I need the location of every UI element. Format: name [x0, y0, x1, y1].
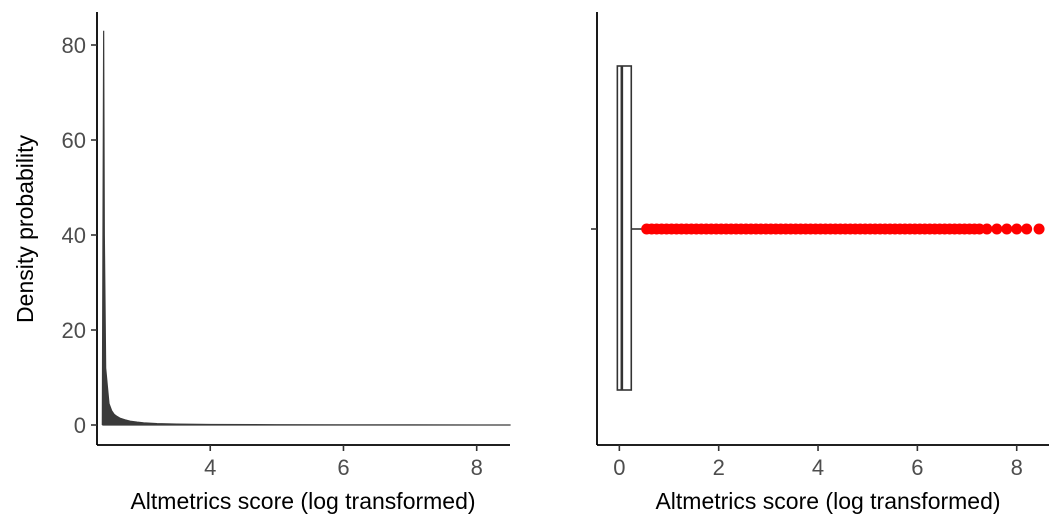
left-x-axis-title: Altmetrics score (log transformed) [130, 488, 475, 514]
outlier-point [1001, 223, 1013, 235]
left-y-tick-label: 40 [62, 223, 86, 248]
box-rect [616, 65, 633, 391]
left-x-tick-label: 8 [471, 455, 483, 480]
left-x-tick-label: 6 [337, 455, 349, 480]
right-ticks: 0 2 4 6 8 [613, 445, 1023, 480]
left-y-axis-title: Density probability [12, 135, 38, 323]
left-y-tick-label: 20 [62, 318, 86, 343]
right-x-tick-label: 4 [812, 455, 824, 480]
left-x-tick-label: 4 [204, 455, 216, 480]
density-panel: 0 20 40 60 80 4 6 8 Altmetrics score (log trans… [12, 12, 511, 514]
outlier-point [991, 223, 1003, 235]
left-y-tick-label: 60 [62, 128, 86, 153]
boxplot-panel: 0 2 4 6 8 Altmetrics score (log transformed) [591, 12, 1049, 514]
outlier-points [641, 223, 1045, 235]
right-x-axis-title: Altmetrics score (log transformed) [655, 488, 1000, 514]
left-y-tick-label: 0 [74, 413, 86, 438]
outlier-point [1011, 223, 1023, 235]
right-x-tick-label: 0 [613, 455, 625, 480]
left-y-tick-label: 80 [62, 33, 86, 58]
left-ticks: 0 20 40 60 80 4 6 8 [62, 33, 483, 480]
outlier-point [981, 223, 993, 235]
right-x-tick-label: 8 [1011, 455, 1023, 480]
outlier-point [1021, 223, 1033, 235]
outlier-point [1033, 223, 1045, 235]
right-x-tick-label: 6 [911, 455, 923, 480]
density-area [101, 30, 511, 426]
right-x-tick-label: 2 [713, 455, 725, 480]
